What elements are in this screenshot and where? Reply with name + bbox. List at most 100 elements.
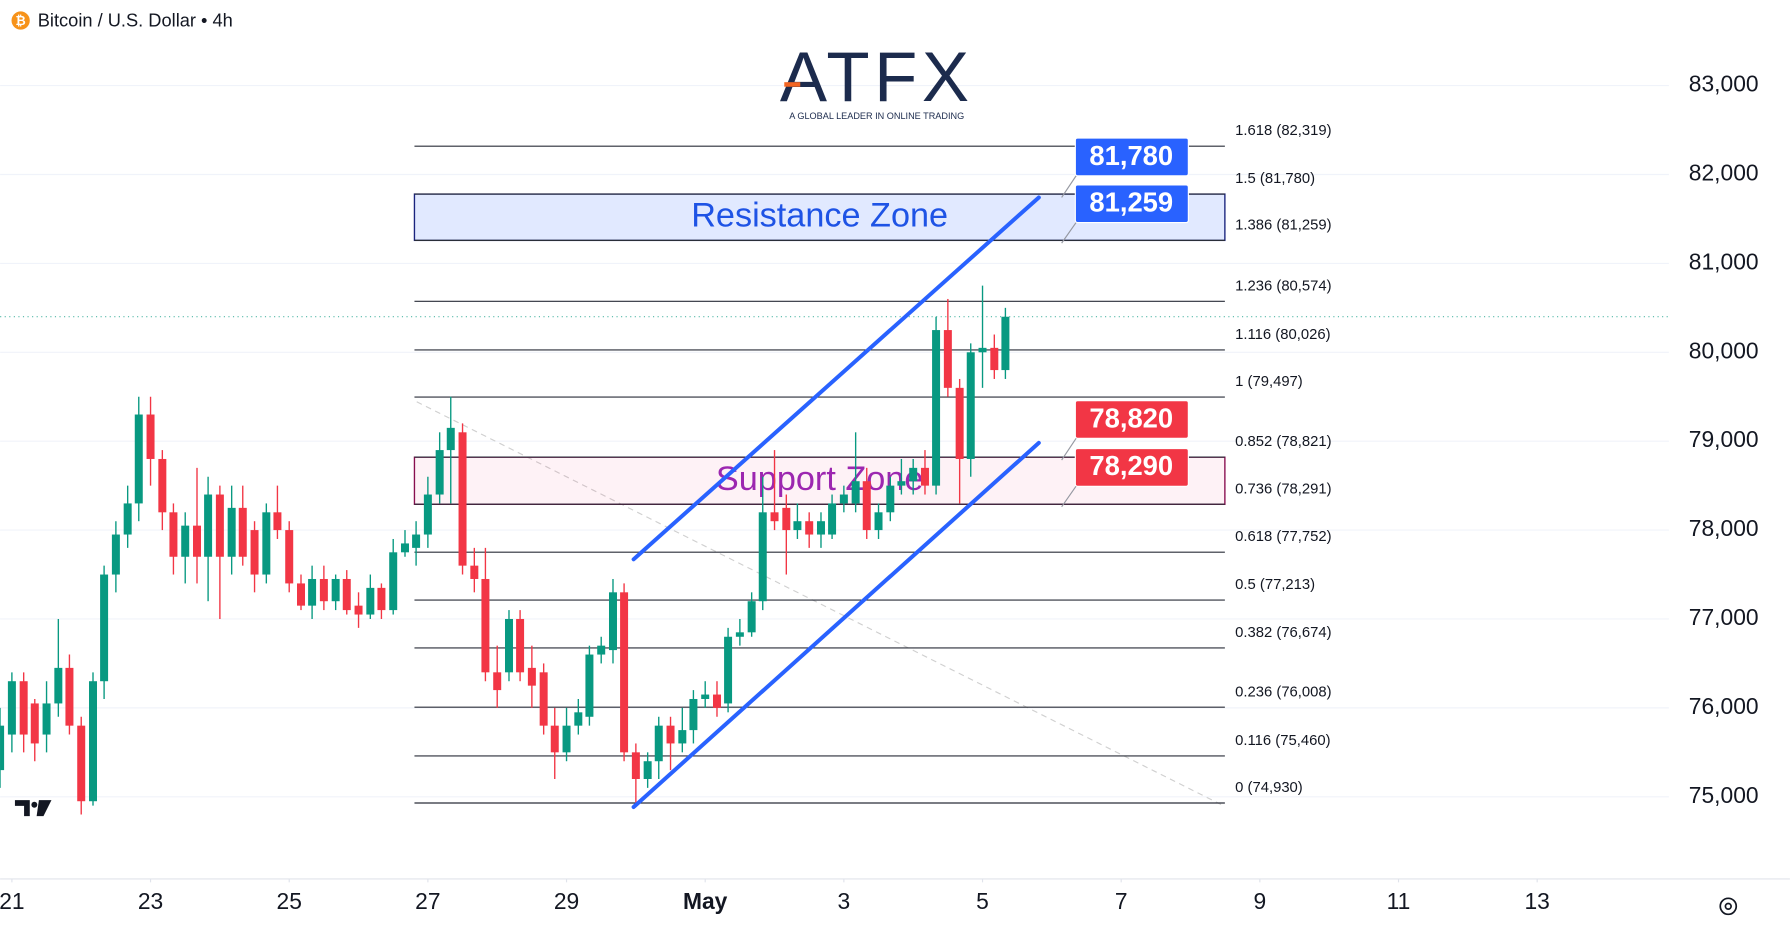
candle-body xyxy=(446,427,455,451)
fib-label: 1.618 (82,319) xyxy=(1235,123,1332,139)
candle-body xyxy=(308,578,317,606)
trend-line xyxy=(416,401,1222,806)
y-tick-label: 82,000 xyxy=(1689,160,1759,186)
candle-body xyxy=(955,387,964,459)
price-tag-label: 81,259 xyxy=(1089,187,1173,218)
candle-body xyxy=(181,525,190,557)
candle-body xyxy=(828,503,837,535)
candle-body xyxy=(608,592,617,651)
candle-body xyxy=(493,672,502,691)
candle-body xyxy=(227,507,236,557)
candle-body xyxy=(250,530,259,575)
y-tick-label: 76,000 xyxy=(1689,693,1759,719)
candle-body xyxy=(342,578,351,611)
candle-body xyxy=(297,583,305,606)
candle-body xyxy=(389,552,398,611)
x-tick-label: 7 xyxy=(1115,888,1128,914)
x-tick-label: May xyxy=(683,888,728,914)
axes: 75,000 76,000 77,000 78,000 79,000 80,000 81,0… xyxy=(0,71,1759,914)
logo-tagline: A GLOBAL LEADER IN ONLINE TRADING xyxy=(789,111,964,121)
x-tick-label: 13 xyxy=(1524,888,1549,914)
x-tick-label: 9 xyxy=(1254,888,1267,914)
candle-body xyxy=(111,534,120,575)
y-tick-label: 75,000 xyxy=(1689,782,1759,808)
candle-body xyxy=(562,725,571,753)
fib-label: 1.236 (80,574) xyxy=(1235,278,1332,294)
candle-body xyxy=(747,601,756,633)
x-tick-label: 25 xyxy=(277,888,302,914)
candle-body xyxy=(7,681,16,735)
candle-body xyxy=(805,521,814,535)
x-tick-label: 29 xyxy=(554,888,579,914)
candle-body xyxy=(782,507,791,531)
y-tick-label: 78,000 xyxy=(1689,515,1759,541)
candle-body xyxy=(585,654,594,717)
candle-body xyxy=(504,618,513,673)
y-tick-label: 77,000 xyxy=(1689,604,1759,630)
candle-body xyxy=(539,672,548,726)
candle-body xyxy=(273,512,282,531)
candle-body xyxy=(689,698,698,731)
price-tag-label: 81,780 xyxy=(1089,140,1173,171)
candle-body xyxy=(435,450,444,495)
candle-body xyxy=(735,632,744,637)
candle-body xyxy=(816,521,825,535)
candle-body xyxy=(920,467,929,486)
candle-body xyxy=(874,512,883,531)
zone-label: Resistance Zone xyxy=(691,196,948,234)
candle-body xyxy=(169,512,178,557)
x-tick-label: 27 xyxy=(415,888,440,914)
candle-body xyxy=(793,521,802,531)
fib-label: 0.852 (78,821) xyxy=(1235,434,1332,450)
candle-body xyxy=(401,543,409,553)
candle-body xyxy=(54,667,63,704)
candle-body xyxy=(620,592,629,753)
fib-label: 1.386 (81,259) xyxy=(1235,217,1332,233)
price-tag-label: 78,290 xyxy=(1089,450,1173,481)
x-tick-label: 23 xyxy=(138,888,163,914)
candle-body xyxy=(458,432,467,566)
candle-body xyxy=(654,725,663,762)
chart-title: Bitcoin / U.S. Dollar • 4h xyxy=(38,10,233,31)
settings-icon[interactable] xyxy=(1719,897,1738,916)
candle-body xyxy=(886,485,895,513)
candle-body xyxy=(897,481,906,486)
candle-body xyxy=(909,467,918,482)
channel-upper xyxy=(631,195,1041,562)
candle-body xyxy=(943,330,952,388)
candle-body xyxy=(100,574,109,682)
price-tag xyxy=(1074,400,1189,439)
x-tick-label: 21 xyxy=(0,888,25,914)
candle-body xyxy=(42,703,51,735)
candle-body xyxy=(146,414,155,459)
candle-body xyxy=(550,725,559,753)
candle-body xyxy=(643,761,652,779)
fib-label: 0 (74,930) xyxy=(1235,780,1303,796)
y-tick-label: 83,000 xyxy=(1689,71,1759,97)
price-tag xyxy=(1074,448,1189,487)
candle-body xyxy=(19,681,28,735)
candle-body xyxy=(966,352,975,459)
candle-body xyxy=(354,605,363,615)
candle-body xyxy=(666,725,675,744)
candle-body xyxy=(978,347,987,353)
candle-body xyxy=(839,494,848,504)
candle-body xyxy=(862,481,871,531)
tag-connector xyxy=(1061,219,1079,244)
price-tag xyxy=(1074,137,1189,177)
bitcoin-icon xyxy=(11,11,30,30)
logo: ATFX xyxy=(780,37,974,116)
candle-body xyxy=(470,565,479,579)
fib-label: 0.236 (76,008) xyxy=(1235,684,1332,700)
tag-connector xyxy=(1061,483,1079,508)
channel xyxy=(631,195,1041,810)
fib-label: 0.736 (78,291) xyxy=(1235,481,1332,497)
candle-body xyxy=(724,636,733,704)
candle-body xyxy=(377,587,386,611)
candle-body xyxy=(597,645,606,655)
candle-body xyxy=(990,347,999,371)
candle-body xyxy=(77,725,86,802)
candle-body xyxy=(412,534,421,548)
candle-body xyxy=(215,494,224,557)
